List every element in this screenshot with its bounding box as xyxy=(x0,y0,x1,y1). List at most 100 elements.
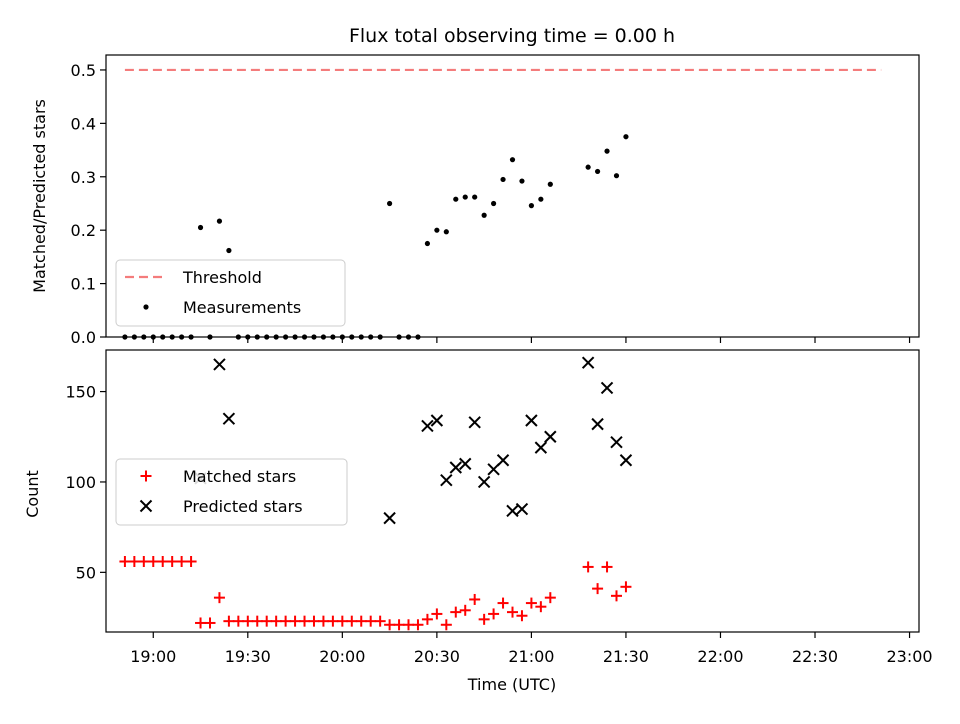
measurement-point xyxy=(226,247,232,254)
matched-star-point xyxy=(384,619,396,631)
predicted-star-point xyxy=(534,441,548,454)
measurement-point xyxy=(594,168,601,175)
measurement-point xyxy=(528,203,535,209)
bottom-y-ticks: 50 100 150 xyxy=(65,383,106,582)
bottom-legend: Matched stars Predicted stars xyxy=(115,458,348,526)
top-legend: Threshold Measurements xyxy=(115,259,346,327)
predicted-star-point xyxy=(525,414,538,427)
matched-star-point xyxy=(280,615,292,627)
measurement-point xyxy=(547,181,553,187)
matched-star-point xyxy=(213,592,225,604)
matched-star-point xyxy=(128,556,140,567)
matched-star-point xyxy=(327,615,339,627)
predicted-star-point xyxy=(600,381,614,395)
matched-star-point xyxy=(516,610,528,622)
predicted-star-point xyxy=(477,475,491,489)
top-y-ticks: 0.0 0.1 0.2 0.3 0.4 0.5 xyxy=(71,61,106,347)
matched-star-point xyxy=(497,597,509,609)
measurement-point xyxy=(453,196,459,202)
predicted-star-point xyxy=(610,435,623,449)
matched-star-point xyxy=(204,617,216,629)
matched-star-point xyxy=(459,604,471,616)
top-legend-box xyxy=(115,259,346,327)
matched-star-point xyxy=(544,592,556,604)
matched-star-point xyxy=(308,615,320,627)
x-axis-label: Time (UTC) xyxy=(467,675,556,694)
matched-star-point xyxy=(478,613,490,625)
legend-predicted-label: Predicted stars xyxy=(183,497,303,516)
top-axes-frame xyxy=(105,54,920,338)
predicted-star-point xyxy=(544,430,557,443)
legend-measurements-label: Measurements xyxy=(183,298,301,317)
matched-star-point xyxy=(393,619,405,631)
measurement-point xyxy=(481,212,487,218)
legend-plus xyxy=(140,470,152,482)
measurement-point xyxy=(519,178,525,184)
matched-star-point xyxy=(403,619,415,631)
matched-star-point xyxy=(232,615,244,627)
matched-star-point xyxy=(223,615,235,627)
bottom-y-tick-label: 100 xyxy=(65,473,96,492)
matched-star-point xyxy=(610,590,622,602)
measurement-point xyxy=(490,200,497,207)
matched-star-point xyxy=(242,615,254,627)
bottom-y-tick-label: 150 xyxy=(65,383,96,402)
matched-star-point xyxy=(601,561,613,573)
predicted-star-point xyxy=(440,473,453,487)
legend-x xyxy=(139,499,153,513)
bottom-y-axis-label: Count xyxy=(23,470,42,518)
matched-star-point xyxy=(261,615,273,627)
top-y-tick-label: 0.3 xyxy=(71,168,96,187)
matched-star-point xyxy=(251,615,263,627)
legend-matched-marker xyxy=(140,470,152,482)
matched-star-point xyxy=(317,615,329,627)
bottom-x-ticks: 19:00 19:30 20:00 20:30 21:00 21:30 22:00 22:30… xyxy=(130,632,933,666)
measurement-point xyxy=(604,148,610,154)
matched-star-point xyxy=(195,617,207,629)
matched-star-point xyxy=(450,606,462,618)
matched-star-point xyxy=(469,593,481,605)
top-y-tick-label: 0.5 xyxy=(71,61,96,80)
x-tick-label: 19:30 xyxy=(225,647,271,666)
predicted-star-point xyxy=(487,463,500,476)
matched-star-point xyxy=(119,556,131,567)
predicted-star-point xyxy=(496,454,510,467)
x-tick-label: 22:30 xyxy=(792,647,838,666)
predicted-star-point xyxy=(421,419,434,433)
top-y-tick-label: 0.0 xyxy=(71,328,96,347)
top-panel: 0.0 0.1 0.2 0.3 0.4 0.5 Matched/Predicted sta… xyxy=(30,54,920,347)
matched-star-point xyxy=(176,556,188,567)
measurement-point xyxy=(462,194,468,200)
x-tick-label: 19:00 xyxy=(130,647,176,666)
matched-star-point xyxy=(157,556,169,567)
legend-predicted-marker xyxy=(139,499,153,513)
predicted-star-point xyxy=(213,358,226,371)
matched-star-point xyxy=(355,615,367,627)
predicted-star-point xyxy=(222,412,236,425)
matched-star-point xyxy=(346,615,358,627)
measurement-point xyxy=(538,196,544,202)
matched-star-point xyxy=(270,615,282,627)
matched-star-point xyxy=(592,583,604,595)
measurement-point xyxy=(585,164,591,170)
predicted-star-point xyxy=(581,356,595,369)
matched-star-point xyxy=(147,556,159,567)
matched-star-point xyxy=(421,613,433,625)
legend-threshold-label: Threshold xyxy=(182,268,262,287)
matched-star-point xyxy=(525,597,537,609)
bottom-y-tick-label: 50 xyxy=(76,563,96,582)
top-x-ticks xyxy=(152,337,911,343)
x-tick-label: 23:00 xyxy=(886,647,932,666)
measurement-point xyxy=(472,194,478,200)
matched-star-point xyxy=(431,608,443,620)
matched-star-point xyxy=(440,619,452,631)
measurement-point xyxy=(613,173,620,179)
measurement-point xyxy=(509,157,516,163)
bottom-panel: 50 100 150 19:00 19:30 20:00 20:30 21:00 21:30 2… xyxy=(23,349,933,694)
measurement-point xyxy=(387,200,393,207)
matched-star-point xyxy=(507,606,518,618)
matched-star-point xyxy=(166,556,178,567)
measurement-point xyxy=(434,227,440,233)
matched-star-point xyxy=(620,581,632,593)
matched-star-point xyxy=(412,619,424,631)
